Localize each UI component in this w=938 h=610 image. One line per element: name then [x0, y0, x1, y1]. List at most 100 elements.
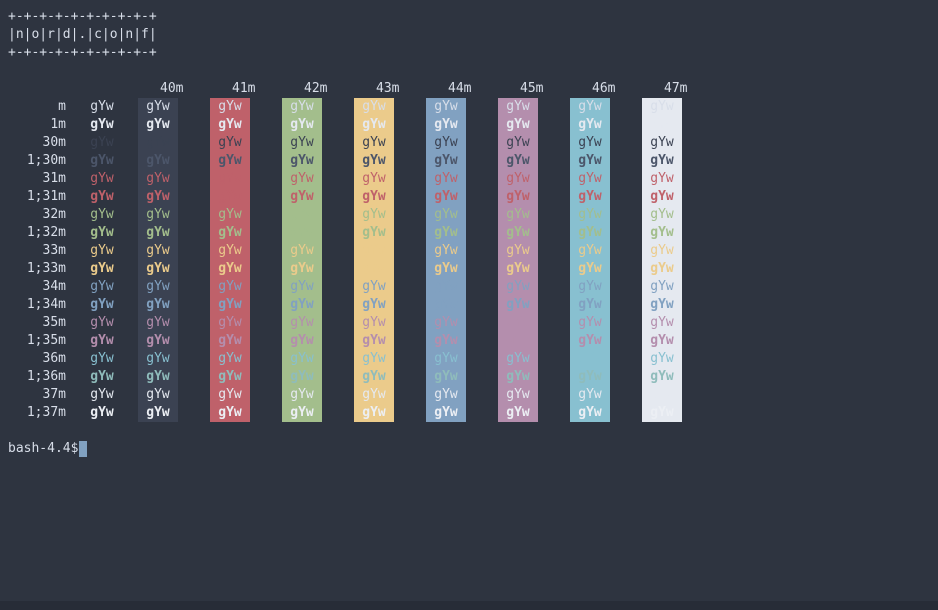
cell-45m: gYw — [498, 404, 570, 422]
column-header-label: 45m — [520, 81, 544, 96]
colortest-cell-text: gYw — [642, 332, 682, 350]
cell-46m: gYw — [570, 404, 642, 422]
colortest-cell-text: gYw — [498, 206, 538, 224]
colortest-cell-text: gYw — [282, 98, 322, 116]
cell-46m: gYw — [570, 332, 642, 350]
cell-47m: gYw — [642, 152, 714, 170]
cell-41m: gYw — [210, 332, 282, 350]
colortest-cell-text: gYw — [642, 350, 682, 368]
cell-47m: gYw — [642, 188, 714, 206]
colortest-cell-text: gYw — [210, 224, 250, 242]
colortest-cell-text: gYw — [90, 351, 114, 366]
colortest-cell-text: gYw — [90, 225, 114, 240]
cell-45m: gYw — [498, 188, 570, 206]
cell-46m: gYw — [570, 242, 642, 260]
cell-41m: gYw — [210, 350, 282, 368]
cell-42m: gYw — [282, 170, 354, 188]
colortest-cell-text: gYw — [642, 296, 682, 314]
colortest-cell-text: gYw — [498, 224, 538, 242]
cell-42m: gYw — [282, 386, 354, 404]
cell-42m: gYw — [282, 242, 354, 260]
colortest-cell-text: gYw — [138, 224, 178, 242]
banner-line-3: +-+-+-+-+-+-+-+-+-+ — [8, 45, 157, 60]
cell-44m: gYw — [426, 134, 498, 152]
colortest-cell-text: gYw — [282, 386, 322, 404]
cell-46m: gYw — [570, 386, 642, 404]
prompt-line: bash-4.4$ — [8, 440, 938, 458]
colortest-cell-text: gYw — [138, 98, 178, 116]
colortest-cell-text: gYw — [498, 98, 538, 116]
cell-default-bg: gYw — [66, 350, 138, 368]
cell-default-bg: gYw — [66, 314, 138, 332]
colortest-cell-text: gYw — [570, 98, 610, 116]
cell-43m: gYw — [354, 224, 426, 242]
colortest-cell-text: gYw — [642, 98, 682, 116]
cell-default-bg: gYw — [66, 242, 138, 260]
cell-47m: gYw — [642, 224, 714, 242]
cell-default-bg: gYw — [66, 116, 138, 134]
colortest-cell-text: gYw — [570, 152, 610, 170]
row-label: 1;33m — [26, 261, 66, 276]
colortest-cell-text: gYw — [354, 170, 394, 188]
colortest-cell-text: gYw — [210, 278, 250, 296]
colortest-row-36m: 36m gYw gYw gYw gYw gYw gYw gYw gYw gYw — [8, 350, 938, 368]
colortest-cell-text: gYw — [138, 134, 178, 152]
cell-45m: gYw — [498, 134, 570, 152]
colortest-cell-text: gYw — [426, 134, 466, 152]
cell-45m: gYw — [498, 314, 570, 332]
cell-40m: gYw — [138, 98, 210, 116]
cell-43m: gYw — [354, 368, 426, 386]
cell-40m: gYw — [138, 242, 210, 260]
cell-42m: gYw — [282, 350, 354, 368]
cell-40m: gYw — [138, 170, 210, 188]
colortest-cell-text: gYw — [498, 242, 538, 260]
colortest-row-1;36m: 1;36m gYw gYw gYw gYw gYw gYw gYw gYw gYw — [8, 368, 938, 386]
cell-44m: gYw — [426, 170, 498, 188]
colortest-cell-text: gYw — [426, 386, 466, 404]
colortest-cell-text: gYw — [354, 242, 394, 260]
cell-47m: gYw — [642, 404, 714, 422]
colortest-cell-text: gYw — [498, 332, 538, 350]
bottom-bar — [0, 601, 938, 610]
colortest-cell-text: gYw — [138, 188, 178, 206]
colortest-cell-text: gYw — [282, 350, 322, 368]
cell-44m: gYw — [426, 152, 498, 170]
cell-44m: gYw — [426, 98, 498, 116]
column-header-label: 47m — [664, 81, 688, 96]
cell-44m: gYw — [426, 242, 498, 260]
colortest-cell-text: gYw — [498, 368, 538, 386]
cell-46m: gYw — [570, 170, 642, 188]
colortest-cell-text: gYw — [138, 242, 178, 260]
cell-default-bg: gYw — [66, 332, 138, 350]
colortest-cell-text: gYw — [354, 98, 394, 116]
cell-43m: gYw — [354, 242, 426, 260]
cell-46m: gYw — [570, 314, 642, 332]
cell-46m: gYw — [570, 224, 642, 242]
colortest-cell-text: gYw — [138, 296, 178, 314]
colortest-cell-text: gYw — [498, 116, 538, 134]
cell-default-bg: gYw — [66, 386, 138, 404]
cell-42m: gYw — [282, 188, 354, 206]
colortest-cell-text: gYw — [570, 368, 610, 386]
colortest-cell-text: gYw — [354, 332, 394, 350]
cell-45m: gYw — [498, 296, 570, 314]
colortest-cell-text: gYw — [426, 296, 466, 314]
cell-default-bg: gYw — [66, 206, 138, 224]
colortest-cell-text: gYw — [642, 314, 682, 332]
colortest-cell-text: gYw — [570, 170, 610, 188]
cell-43m: gYw — [354, 188, 426, 206]
cell-47m: gYw — [642, 170, 714, 188]
cell-45m: gYw — [498, 386, 570, 404]
cell-47m: gYw — [642, 314, 714, 332]
cell-41m: gYw — [210, 206, 282, 224]
cell-44m: gYw — [426, 314, 498, 332]
colortest-cell-text: gYw — [138, 350, 178, 368]
column-header-43m: 43m — [354, 80, 426, 98]
cell-41m: gYw — [210, 116, 282, 134]
colortest-cell-text: gYw — [90, 135, 114, 150]
colortest-cell-text: gYw — [426, 224, 466, 242]
cell-40m: gYw — [138, 152, 210, 170]
column-header-label: 44m — [448, 81, 472, 96]
cell-44m: gYw — [426, 404, 498, 422]
